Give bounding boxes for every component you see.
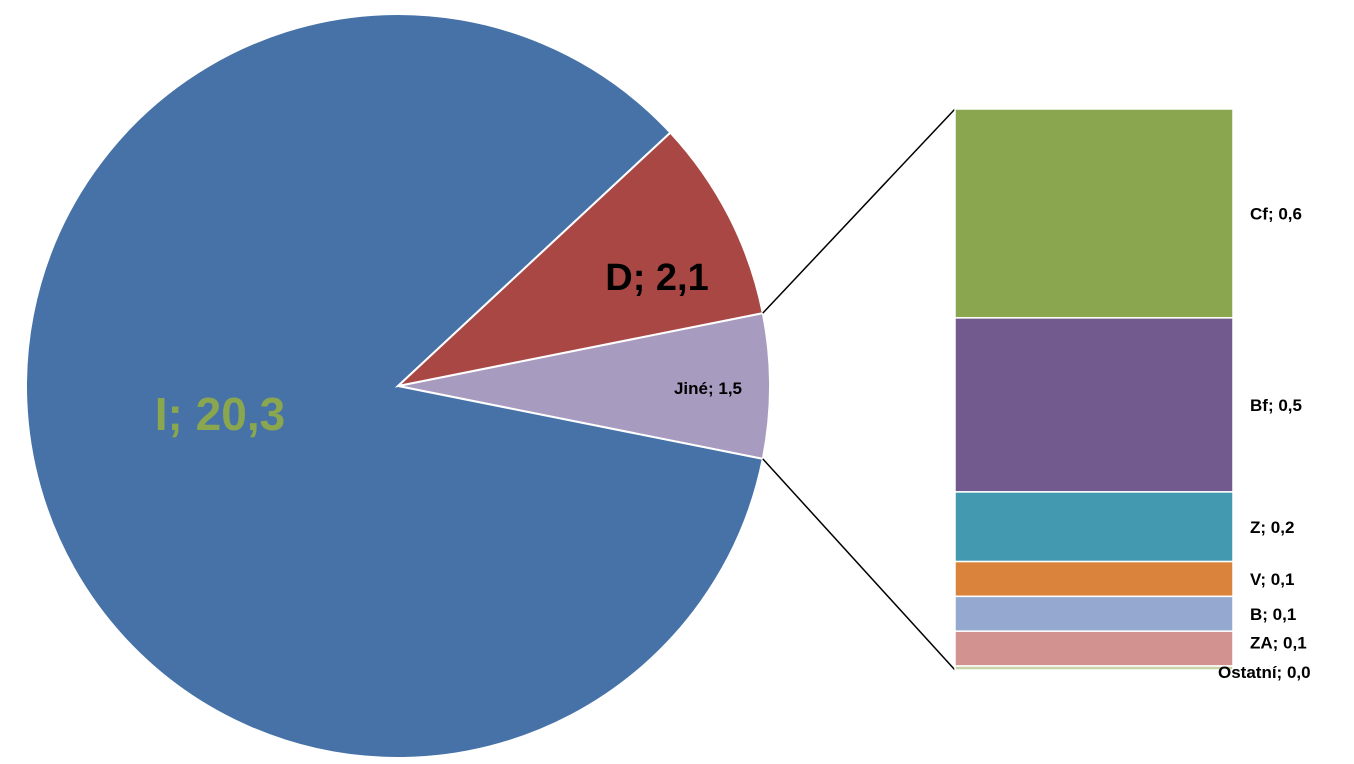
- connector-lines: [762, 108, 956, 671]
- pie-slice-I: [25, 13, 764, 759]
- bar-segment-Ostatn: [954, 665, 1234, 671]
- data-label-V: V; 0,1: [1250, 570, 1294, 589]
- pie: [25, 13, 771, 759]
- data-label-B: B; 0,1: [1250, 605, 1296, 624]
- data-label-Jine: Jiné; 1,5: [674, 379, 742, 398]
- stacked-bar: [954, 108, 1234, 671]
- data-label-Ostatni: Ostatní; 0,0: [1218, 663, 1311, 682]
- data-label-Bf: Bf; 0,5: [1250, 396, 1302, 415]
- bar-segment-Bf: [954, 317, 1234, 493]
- bar-segment-V: [954, 560, 1234, 598]
- data-label-ZA: ZA; 0,1: [1250, 634, 1307, 653]
- data-label-I: I; 20,3: [155, 388, 285, 440]
- pie-slice-Jin: [397, 311, 771, 461]
- data-label-D: D; 2,1: [605, 257, 708, 299]
- bar-segment-B: [954, 595, 1234, 632]
- pie-slice-D: [394, 131, 764, 388]
- connector-line-bottom: [762, 458, 956, 671]
- data-label-Cf: Cf; 0,6: [1250, 204, 1302, 223]
- data-labels: I; 20,3 D; 2,1 Jiné; 1,5 Cf; 0,6 Bf; 0,5…: [155, 204, 1311, 682]
- bar-segment-ZA: [954, 630, 1234, 667]
- bar-segment-Z: [954, 491, 1234, 563]
- data-label-Z: Z; 0,2: [1250, 518, 1294, 537]
- connector-line-top: [762, 108, 956, 314]
- bar-segment-Cf: [954, 108, 1234, 319]
